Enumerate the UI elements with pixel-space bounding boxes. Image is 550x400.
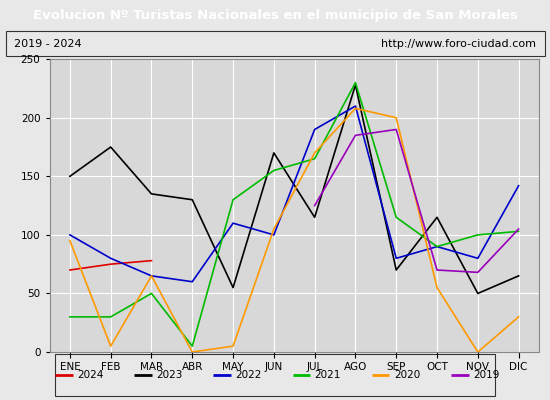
Text: http://www.foro-ciudad.com: http://www.foro-ciudad.com <box>381 39 536 49</box>
Text: 2019: 2019 <box>473 370 499 380</box>
Text: 2024: 2024 <box>77 370 103 380</box>
Text: 2023: 2023 <box>156 370 183 380</box>
Text: 2021: 2021 <box>315 370 341 380</box>
Text: 2022: 2022 <box>235 370 262 380</box>
Text: 2019 - 2024: 2019 - 2024 <box>14 39 81 49</box>
Text: Evolucion Nº Turistas Nacionales en el municipio de San Morales: Evolucion Nº Turistas Nacionales en el m… <box>32 8 518 22</box>
Text: 2020: 2020 <box>394 370 420 380</box>
